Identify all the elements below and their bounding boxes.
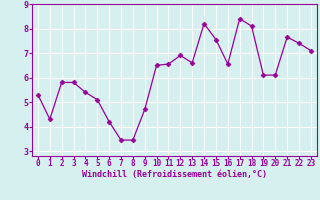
X-axis label: Windchill (Refroidissement éolien,°C): Windchill (Refroidissement éolien,°C)	[82, 170, 267, 179]
